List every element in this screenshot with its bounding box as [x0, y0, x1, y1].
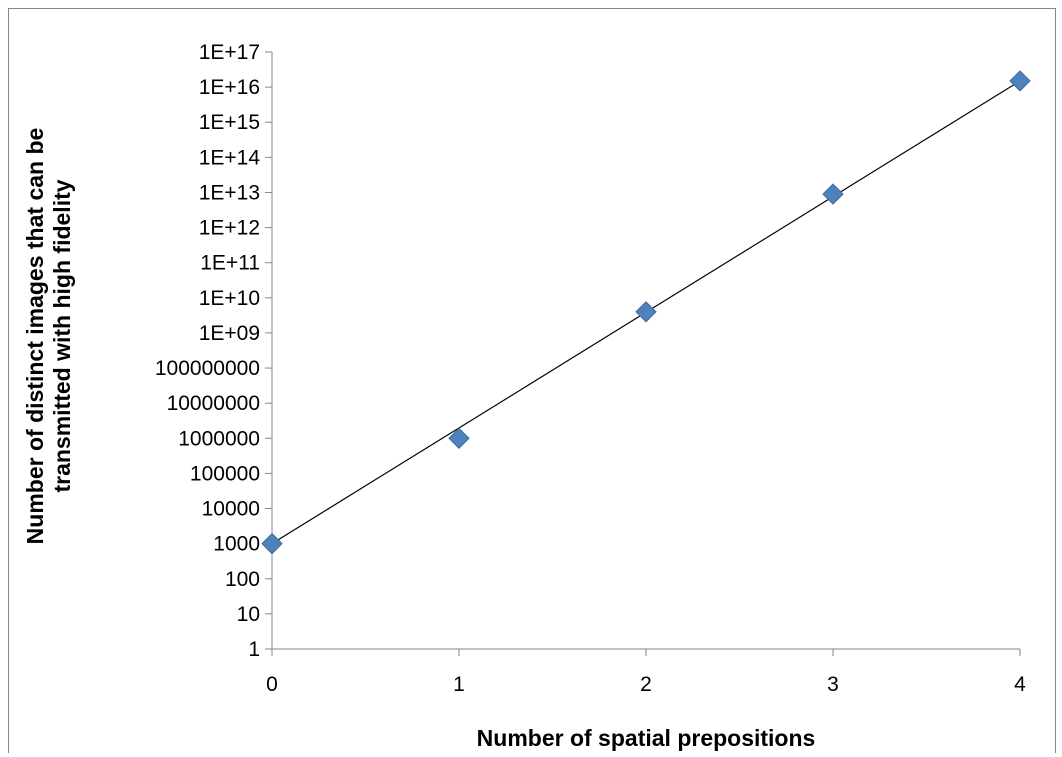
y-axis-title-line-2: transmitted with high fidelity [49, 179, 75, 492]
y-tick-label: 10000000 [167, 392, 260, 415]
data-point [1009, 70, 1031, 92]
y-tick-label: 1000 [213, 533, 260, 556]
data-point [822, 183, 844, 205]
x-axis-ticks: 0 1 2 3 4 [266, 649, 1026, 696]
x-tick-label: 4 [1014, 673, 1026, 696]
x-axis-title: Number of spatial prepositions [477, 725, 816, 751]
data-point [635, 301, 657, 323]
x-tick-label: 2 [640, 673, 652, 696]
axes [271, 52, 1020, 650]
y-axis-title: Number of distinct images that can be tr… [22, 128, 75, 545]
x-tick-label: 1 [453, 673, 465, 696]
x-tick-label: 0 [266, 673, 278, 696]
y-axis-title-line-1: Number of distinct images that can be [22, 128, 48, 545]
chart-frame [8, 8, 1056, 753]
y-tick-label: 1E+17 [199, 41, 260, 64]
y-tick-label: 100 [225, 568, 260, 591]
y-tick-label: 1E+13 [199, 181, 260, 204]
y-tick-label: 1E+09 [199, 322, 260, 345]
y-axis-ticks: 1 10 100 1000 10000 100000 1000000 10000000 1000… [155, 41, 272, 661]
y-tick-label: 100000 [190, 462, 260, 485]
y-tick-label: 1E+15 [199, 111, 260, 134]
y-tick-label: 1E+16 [199, 76, 260, 99]
data-points [261, 70, 1031, 555]
y-tick-label: 10000 [202, 498, 260, 521]
y-tick-label: 1E+11 [200, 252, 260, 275]
data-point [261, 532, 283, 555]
y-tick-label: 10 [237, 603, 260, 626]
y-tick-label: 1E+14 [199, 146, 261, 169]
y-tick-label: 1E+12 [199, 217, 260, 240]
y-tick-label: 1E+10 [199, 287, 260, 310]
y-tick-label: 1000000 [178, 427, 260, 450]
y-tick-label: 100000000 [155, 357, 260, 380]
y-tick-label: 1 [248, 638, 260, 661]
x-tick-label: 3 [827, 673, 839, 696]
data-point [448, 427, 470, 450]
